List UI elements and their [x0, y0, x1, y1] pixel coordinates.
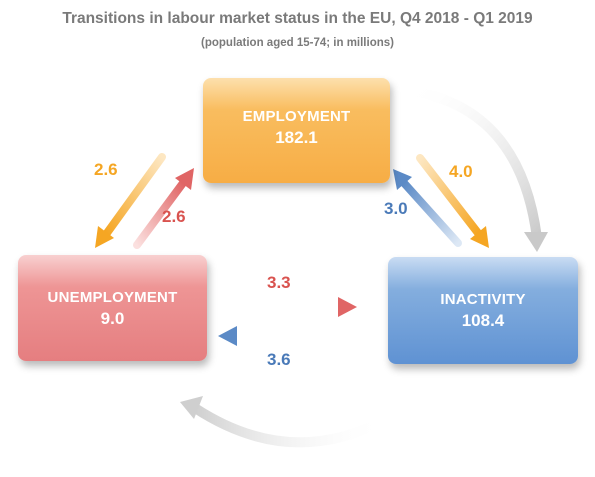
employment-box: EMPLOYMENT 182.1 [203, 78, 390, 183]
inactivity-box: INACTIVITY 108.4 [388, 257, 578, 364]
arrow-inactivity-to-unemployment [218, 326, 382, 346]
cycle-arrow-bottom [180, 396, 390, 448]
flow-employment-to-inactivity: 4.0 [449, 162, 473, 181]
inactivity-value: 108.4 [461, 311, 505, 330]
flow-inactivity-to-unemployment: 3.6 [267, 350, 291, 369]
arrow-unemployment-to-inactivity [211, 297, 357, 317]
arrow-employment-to-unemployment [95, 153, 166, 248]
employment-value: 182.1 [275, 128, 318, 147]
arrow-inactivity-to-employment [393, 169, 462, 247]
arrow-employment-to-inactivity [416, 154, 489, 248]
flow-unemployment-to-inactivity: 3.3 [267, 273, 291, 292]
employment-label: EMPLOYMENT [242, 108, 351, 125]
unemployment-value: 9.0 [100, 309, 125, 328]
unemployment-box: UNEMPLOYMENT 9.0 [18, 255, 207, 361]
diagram-title: Transitions in labour market status in t… [62, 10, 533, 27]
unemployment-label: UNEMPLOYMENT [47, 289, 178, 306]
cycle-arrow-top-right [400, 85, 548, 252]
flow-employment-to-unemployment: 2.6 [94, 160, 118, 179]
flow-inactivity-to-employment: 3.0 [384, 199, 408, 218]
arrow-unemployment-to-employment [133, 168, 194, 249]
flow-unemployment-to-employment: 2.6 [162, 207, 186, 226]
inactivity-label: INACTIVITY [440, 291, 526, 308]
diagram-subtitle: (population aged 15-74; in millions) [201, 37, 394, 49]
